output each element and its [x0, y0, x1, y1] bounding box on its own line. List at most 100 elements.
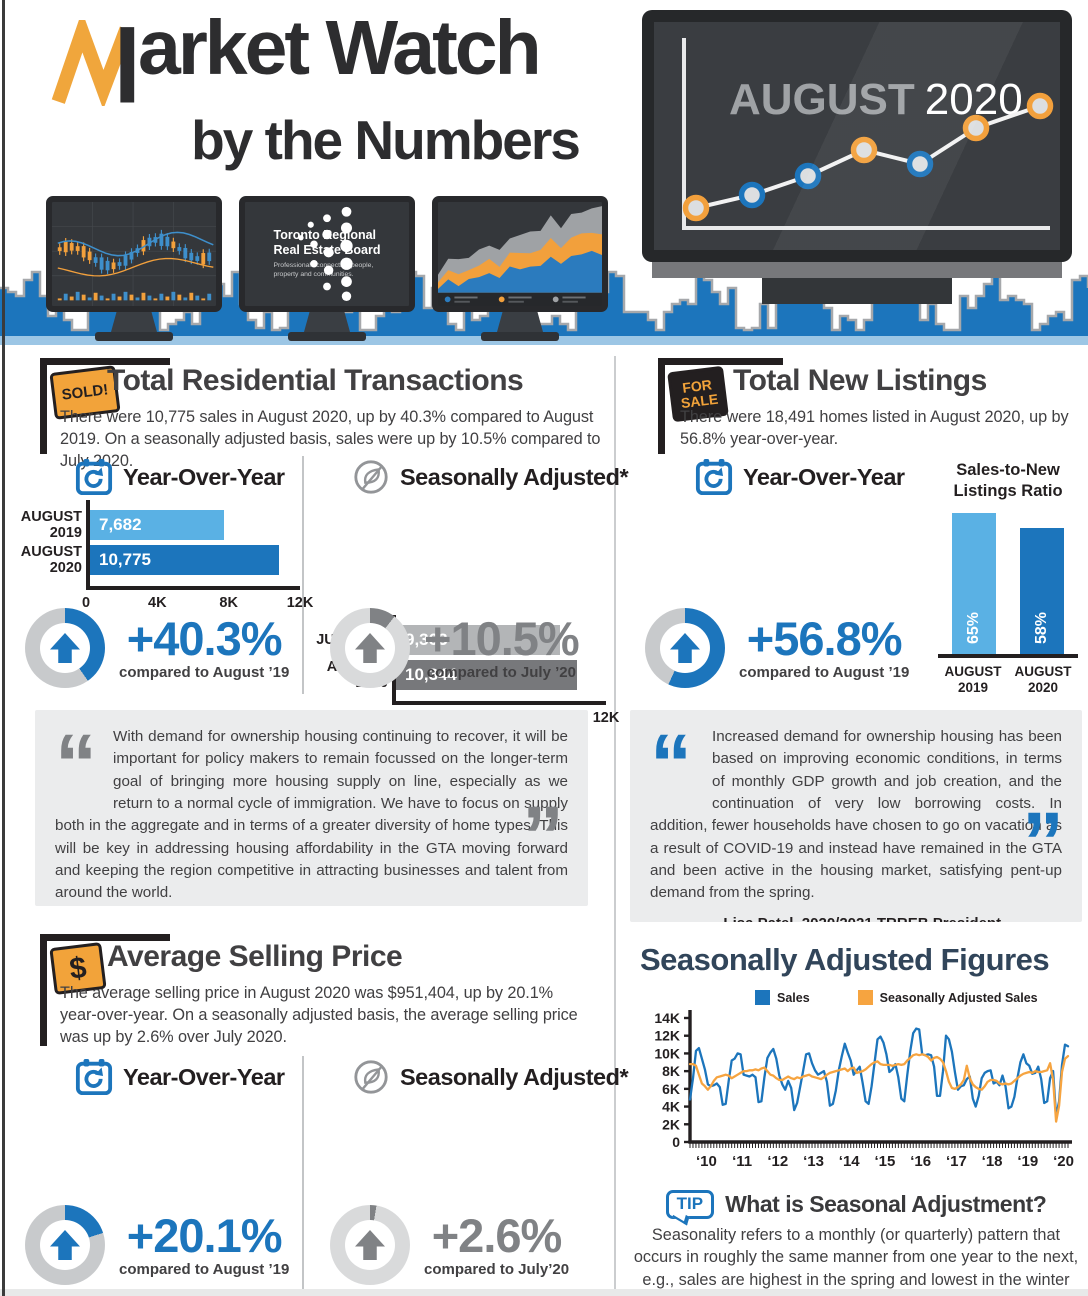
transactions-body: There were 10,775 sales in August 2020, … [60, 408, 601, 470]
price-yoy-label: Year-Over-Year [123, 1063, 285, 1090]
close-quote-icon: ” [1022, 795, 1064, 890]
svg-text:0: 0 [672, 1134, 680, 1150]
monitor-trreb-logo: Toronto Regional Real Estate Board Profes… [239, 196, 415, 341]
stacked-area-chart-graphic [438, 206, 602, 306]
stat-caption: compared to August ’19 [739, 663, 910, 681]
big-monitor-stand [652, 262, 1062, 278]
ratio-bar-value: 65% [965, 611, 982, 644]
svg-text:‘10: ‘10 [696, 1153, 717, 1170]
bar-row: AUGUST 2020 10,775 [21, 544, 300, 576]
up-arrow-icon [50, 633, 80, 663]
legend-item: Sales [755, 990, 810, 1005]
up-arrow-icon [355, 633, 385, 663]
svg-text:4K: 4K [662, 1099, 680, 1115]
stat-value: +10.5% [424, 612, 580, 666]
up-arrow-icon [50, 1230, 80, 1260]
monitor-candlestick [46, 196, 222, 341]
transactions-yoy-bar-chart: AUGUST 2019 7,682 AUGUST 2020 10,775 0 4K 8K 12… [12, 500, 313, 615]
donut-gauge [645, 608, 725, 688]
svg-text:8K: 8K [662, 1063, 680, 1079]
section-price-header: $ Average Selling Price The average sell… [35, 930, 607, 1050]
svg-text:‘18: ‘18 [982, 1153, 1003, 1170]
stat-value: +40.3% [126, 612, 283, 666]
sales-to-new-listings-ratio-chart: 65% 58% AUGUST 2019 AUGUST 2020 [938, 502, 1078, 695]
ratio-bar-value: 58% [1033, 611, 1050, 644]
bar-value: 9,363 [405, 630, 448, 649]
stat-value: +2.6% [431, 1209, 563, 1263]
axis-tick-label: 0 [81, 595, 91, 611]
calendar-refresh-icon [75, 458, 113, 496]
svg-text:14K: 14K [654, 1010, 680, 1026]
header: arket Watch by the Numbers Toronto Regio… [0, 0, 1088, 346]
donut-gauge [330, 608, 410, 688]
up-arrow-icon [355, 1230, 385, 1260]
stat-caption: compared to July ’20 [426, 663, 576, 681]
open-quote-icon: “ [650, 717, 692, 811]
tip-body: Seasonality refers to a monthly (or quar… [633, 1226, 1079, 1296]
listings-yoy-label: Year-Over-Year [743, 463, 905, 490]
svg-text:10K: 10K [654, 1045, 680, 1061]
ratio-bar-label: AUGUST 2020 [1014, 664, 1072, 695]
ratio-bar: 65% [952, 512, 996, 654]
svg-text:12K: 12K [654, 1028, 680, 1044]
axis-tick-label: 12K [286, 595, 314, 611]
stat-caption: compared to August ’19 [119, 663, 290, 681]
ratio-title: Sales-to-New Listings Ratio [953, 461, 1063, 500]
svg-text:‘11: ‘11 [732, 1153, 752, 1170]
stat-caption: compared to August ’19 [119, 1260, 290, 1278]
svg-text:‘17: ‘17 [946, 1153, 967, 1170]
legend-label: Sales [777, 990, 810, 1005]
open-quote-icon: “ [55, 717, 97, 811]
close-quote-icon: ” [522, 789, 564, 884]
donut-gauge [25, 608, 105, 688]
legend-swatch [755, 990, 770, 1005]
ratio-bar-label: AUGUST 2019 [944, 664, 1002, 695]
axis-tick-label: 4K [148, 595, 167, 611]
transactions-sa-label: Seasonally Adjusted* [400, 463, 629, 490]
listings-yoy-stat: +56.8% compared to August ’19 [645, 608, 909, 688]
stat-caption: compared to July’20 [424, 1260, 570, 1278]
leaf-icon [354, 1060, 388, 1094]
candlestick-chart-graphic [52, 202, 216, 306]
bar-value: 10,344 [405, 665, 457, 684]
stat-value: +20.1% [126, 1209, 283, 1263]
bar-value: 7,682 [99, 515, 142, 534]
legend-item: Seasonally Adjusted Sales [857, 990, 1038, 1005]
svg-text:6K: 6K [662, 1081, 680, 1097]
donut-gauge [25, 1205, 105, 1285]
august-2020-line-chart-graphic: AUGUST 2020 [682, 38, 1054, 230]
sa-figures-legend: Sales Seasonally Adjusted Sales [755, 990, 1038, 1005]
calendar-refresh-icon [75, 1058, 113, 1096]
price-sa-subhead: Seasonally Adjusted* [352, 1058, 629, 1096]
stat-value: +56.8% [746, 612, 903, 666]
sa-figures-title: Seasonally Adjusted Figures [640, 942, 1050, 977]
page-title: arket Watch [138, 5, 542, 91]
legend-swatch [857, 990, 873, 1005]
ratio-baseline [938, 654, 1078, 658]
svg-text:‘15: ‘15 [875, 1153, 896, 1170]
transactions-yoy-stat: +40.3% compared to August ’19 [25, 608, 289, 688]
tip-title: What is Seasonal Adjustment? [725, 1191, 1047, 1217]
transactions-sub-divider [302, 456, 304, 694]
brand-title-block: arket Watch by the Numbers [50, 6, 625, 172]
tip-badge-icon: TIP [665, 1190, 715, 1219]
price-yoy-subhead: Year-Over-Year [75, 1058, 285, 1096]
svg-text:‘14: ‘14 [839, 1153, 861, 1170]
bar: 10,344 [396, 660, 578, 690]
section-transactions-header: SOLD! Total Residential Transactions The… [35, 354, 607, 470]
axis-tick-label: 8K [219, 595, 238, 611]
legend-label: Seasonally Adjusted Sales [879, 990, 1038, 1005]
listings-body: There were 18,491 homes listed in August… [680, 408, 1069, 448]
bar: 7,682 [90, 510, 225, 540]
trreb-dots-logo-icon [298, 206, 353, 301]
column-divider [614, 356, 616, 1290]
svg-text:‘16: ‘16 [910, 1153, 931, 1170]
monitor-area-chart [432, 196, 608, 341]
svg-text:‘19: ‘19 [1017, 1153, 1038, 1170]
transactions-title: Total Residential Transactions [107, 364, 524, 397]
price-sa-label: Seasonally Adjusted* [400, 1063, 629, 1090]
sa-figures-line-chart: 14K 12K 10K 8K 6K 4K 2K 0 ‘10 ‘11 ‘12 ‘13 ‘14 ‘15 ‘16 ‘… [634, 992, 1082, 1178]
quote-attribution: – Lisa Patel, 2020/2021 TRREB President [650, 915, 1062, 922]
